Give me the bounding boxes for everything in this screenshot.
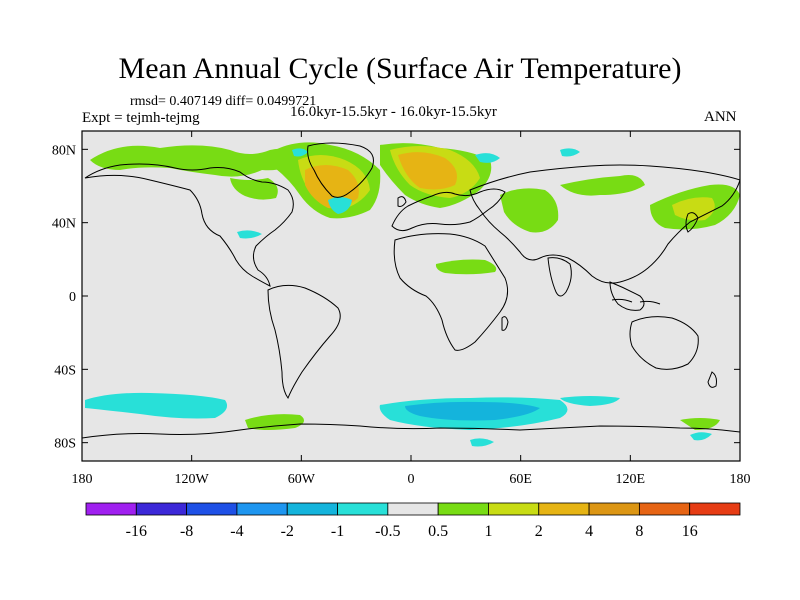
anomaly-region-scandinavia-core bbox=[398, 152, 458, 190]
coast-europe bbox=[391, 188, 506, 232]
legend-label: -1 bbox=[331, 523, 344, 540]
legend-swatch bbox=[437, 502, 489, 516]
anomaly-region-kara bbox=[560, 148, 580, 157]
anomaly-region-weddell bbox=[470, 438, 494, 447]
coast-australia bbox=[629, 316, 699, 370]
anomaly-region-baffin bbox=[292, 148, 308, 157]
lat-label: 80S bbox=[54, 437, 76, 452]
coast-madagascar bbox=[501, 316, 509, 331]
lat-label: 0 bbox=[69, 290, 76, 305]
anomaly-region-south-pacific bbox=[85, 392, 228, 419]
anomaly-field bbox=[85, 142, 740, 447]
anomaly-region-north-atlantic-core bbox=[305, 165, 359, 209]
legend-swatch bbox=[588, 502, 640, 516]
legend-swatch bbox=[387, 502, 439, 516]
lon-label: 0 bbox=[408, 472, 415, 487]
legend-label: -2 bbox=[281, 523, 294, 540]
lon-label: 60W bbox=[288, 472, 316, 487]
anomaly-region-canada-east bbox=[230, 178, 278, 200]
anomaly-region-southern-ocean-core bbox=[405, 401, 540, 421]
legend-swatch bbox=[236, 502, 288, 516]
legend-label: 8 bbox=[635, 523, 643, 540]
lat-label: 80N bbox=[52, 143, 76, 158]
legend-swatch bbox=[85, 502, 137, 516]
legend-swatch bbox=[337, 502, 389, 516]
legend-label: 1 bbox=[484, 523, 492, 540]
coast-new-zealand bbox=[707, 371, 717, 388]
period-text: 16.0kyr-15.5kyr - 16.0kyr-15.5kyr bbox=[290, 104, 497, 120]
lon-label: 180 bbox=[730, 472, 751, 487]
lon-label: 180 bbox=[72, 472, 93, 487]
legend-swatch bbox=[638, 502, 691, 516]
axis-labels: 180 120W 60W 0 60E 120E 180 80N 40N 0 40S 80S bbox=[52, 143, 751, 487]
legend-label: 0.5 bbox=[428, 523, 448, 540]
anomaly-region-ross bbox=[690, 432, 712, 441]
legend-label: 2 bbox=[535, 523, 543, 540]
coast-greenland bbox=[307, 142, 374, 198]
coast-north-america bbox=[84, 163, 294, 287]
lon-label: 60E bbox=[509, 472, 532, 487]
legend-label: -0.5 bbox=[375, 523, 400, 540]
coast-south-america bbox=[267, 284, 341, 400]
legend-swatch bbox=[538, 502, 590, 516]
legend-swatch bbox=[286, 502, 338, 516]
anomaly-region-bering bbox=[475, 153, 500, 163]
season-label: ANN bbox=[704, 109, 737, 125]
legend-swatch bbox=[186, 502, 238, 516]
coast-southeast-asia bbox=[609, 281, 645, 311]
legend-swatch bbox=[689, 502, 741, 516]
lon-label: 120W bbox=[175, 472, 210, 487]
lat-label: 40N bbox=[52, 217, 76, 232]
legend-swatch bbox=[488, 502, 540, 516]
stats-text: rmsd= 0.407149 diff= 0.0499721 bbox=[130, 94, 317, 109]
coastlines bbox=[82, 142, 740, 439]
legend-label: -4 bbox=[230, 523, 243, 540]
anomaly-region-atlantic-gyre bbox=[328, 197, 352, 214]
coast-africa bbox=[393, 233, 509, 351]
legend-label: -8 bbox=[180, 523, 193, 540]
anomaly-region-antarctic-coast bbox=[245, 414, 304, 430]
anomaly-region-arctic-canada bbox=[90, 145, 300, 177]
legend-swatch bbox=[135, 502, 188, 516]
axis-ticks bbox=[81, 131, 741, 461]
legend-label: 16 bbox=[682, 523, 698, 540]
coast-antarctica bbox=[82, 423, 740, 439]
legend: -16 -8 -4 -2 -1 -0.5 0.5 1 2 4 8 16 bbox=[85, 502, 741, 540]
legend-label: -16 bbox=[126, 523, 147, 540]
anomaly-region-ross-sea bbox=[680, 418, 720, 430]
legend-label: 4 bbox=[585, 523, 593, 540]
coast-india bbox=[547, 257, 572, 297]
coast-japan bbox=[685, 212, 699, 233]
anomaly-region-hudson bbox=[237, 230, 262, 239]
anomaly-region-north-africa bbox=[435, 259, 497, 275]
coast-uk bbox=[397, 196, 407, 207]
coast-indonesia bbox=[611, 298, 661, 305]
map-title: Mean Annual Cycle (Surface Air Temperatu… bbox=[118, 52, 682, 85]
experiment-text: Expt = tejmh-tejmg bbox=[82, 110, 200, 126]
anomaly-region-siberia bbox=[560, 175, 645, 196]
coast-asia bbox=[469, 164, 740, 284]
anomaly-region-south-atlantic-small bbox=[560, 396, 620, 406]
anomaly-region-central-asia bbox=[500, 188, 559, 233]
lat-label: 40S bbox=[54, 363, 76, 378]
lon-label: 120E bbox=[616, 472, 646, 487]
